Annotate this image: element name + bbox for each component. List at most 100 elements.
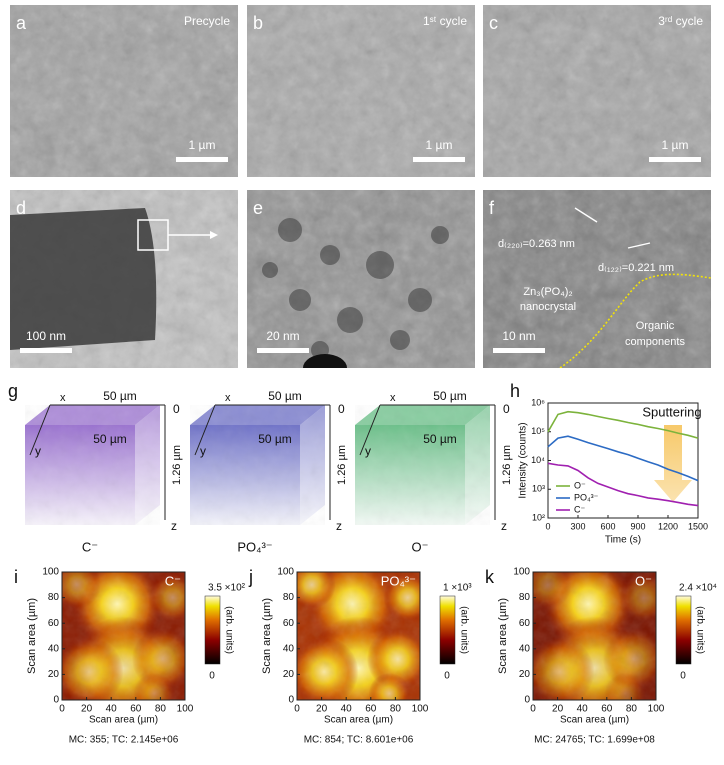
colorbar-unit: (arb. units) — [223, 606, 234, 654]
y-tick-label: 40 — [519, 643, 531, 654]
map-stats: MC: 854; TC: 8.601e+06 — [304, 735, 414, 746]
cube-ion: C⁻ — [82, 539, 98, 554]
y-tick-label: 100 — [513, 567, 530, 578]
nanoparticle — [366, 251, 394, 279]
panel-letter: g — [8, 381, 18, 401]
x-tick-label: 300 — [570, 521, 585, 531]
axis-label: 50 µm — [423, 432, 457, 446]
heatmap — [297, 572, 420, 700]
x-axis-label: Time (s) — [605, 535, 641, 546]
heatmap-frame — [296, 571, 421, 701]
nanorod — [10, 208, 157, 350]
image-grain — [483, 190, 711, 368]
colorbar-min: 0 — [209, 671, 215, 682]
colorbar — [204, 595, 221, 665]
x-tick-label: 40 — [106, 704, 118, 715]
y-tick-label: 0 — [524, 695, 530, 706]
y-axis-label: Scan area (µm) — [261, 598, 273, 674]
y-tick-label: 60 — [283, 618, 295, 629]
x-tick-label: 80 — [626, 704, 638, 715]
x-tick-label: 60 — [130, 704, 142, 715]
axis-label: 1.26 µm — [501, 445, 513, 485]
cube-texture — [190, 405, 325, 525]
sputter-arrow — [654, 425, 692, 502]
colorbar-max: 3.5 ×10² — [208, 583, 246, 594]
x-tick-label: 20 — [81, 704, 93, 715]
x-tick-label: 60 — [365, 704, 377, 715]
x-tick-label: 100 — [648, 704, 665, 715]
x-tick-label: 600 — [600, 521, 615, 531]
axis-label: x — [390, 392, 396, 404]
map-ion: O⁻ — [635, 573, 652, 588]
x-tick-label: 80 — [390, 704, 402, 715]
scale-bar-label: 10 nm — [502, 329, 535, 343]
axis-label: z — [501, 519, 507, 533]
image-label: 1ˢᵗ cycle — [423, 14, 467, 28]
y-tick-label: 40 — [48, 643, 60, 654]
y-tick-label: 10⁵ — [531, 426, 545, 436]
x-tick-label: 20 — [552, 704, 564, 715]
annotation: Organic — [636, 320, 675, 332]
micrograph — [483, 190, 711, 368]
y-tick-label: 20 — [283, 669, 295, 680]
annotation: Sputtering — [642, 404, 701, 419]
nanoparticle — [390, 330, 410, 350]
x-axis-label: Scan area (µm) — [560, 715, 629, 726]
map-ion: C⁻ — [165, 573, 181, 588]
legend-label: C⁻ — [574, 504, 585, 514]
axis-label: y — [35, 444, 41, 458]
panel-letter: d — [16, 198, 26, 218]
scale-bar — [257, 348, 309, 353]
axis-label: y — [365, 444, 371, 458]
panel-letter: b — [253, 13, 263, 33]
scale-bar-label: 1 µm — [426, 138, 453, 152]
heatmap — [62, 572, 185, 700]
panel-letter: e — [253, 198, 263, 218]
cube-axes — [194, 404, 331, 520]
nanoparticle — [278, 218, 302, 242]
heatmap — [533, 572, 656, 700]
line-series — [547, 410, 699, 439]
nanoparticle — [431, 226, 449, 244]
panel-letter: a — [16, 13, 27, 33]
x-tick-label: 20 — [316, 704, 328, 715]
x-tick-label: 60 — [601, 704, 613, 715]
micrograph — [247, 190, 475, 368]
x-tick-label: 0 — [294, 704, 300, 715]
colorbar-min: 0 — [680, 671, 686, 682]
colorbar-min: 0 — [444, 671, 450, 682]
nanoparticle — [337, 307, 363, 333]
micrograph — [247, 5, 475, 177]
image-label: Precycle — [184, 14, 230, 28]
x-tick-label: 100 — [177, 704, 194, 715]
y-tick-label: 80 — [48, 592, 60, 603]
heatmap-grain — [62, 572, 185, 700]
scale-bar-label: 100 nm — [26, 329, 66, 343]
x-tick-label: 1200 — [658, 521, 678, 531]
axis-label: z — [171, 519, 177, 533]
cube-ion: PO₄³⁻ — [237, 539, 272, 554]
boundary — [559, 273, 711, 368]
heatmap-grain — [533, 572, 656, 700]
image-label: 3ʳᵈ cycle — [658, 14, 703, 28]
axis-label: y — [200, 444, 206, 458]
axis-label: 50 µm — [103, 389, 137, 403]
axis-label: 50 µm — [268, 389, 302, 403]
legend-label: PO₄³⁻ — [574, 492, 599, 502]
image-grain — [10, 5, 238, 177]
axis-label: z — [336, 519, 342, 533]
panel-letter: f — [489, 198, 495, 218]
panel-letter: i — [14, 567, 18, 587]
axis-label: 0 — [338, 402, 345, 416]
cube-axes — [359, 404, 496, 520]
nanoparticle — [408, 288, 432, 312]
line-series — [547, 462, 699, 507]
x-tick-label: 900 — [630, 521, 645, 531]
x-tick-label: 1500 — [688, 521, 708, 531]
y-tick-label: 0 — [53, 695, 59, 706]
scale-bar — [413, 157, 465, 162]
cube-ion: O⁻ — [412, 539, 429, 554]
micrograph — [10, 190, 238, 368]
y-axis-label: Scan area (µm) — [497, 598, 509, 674]
